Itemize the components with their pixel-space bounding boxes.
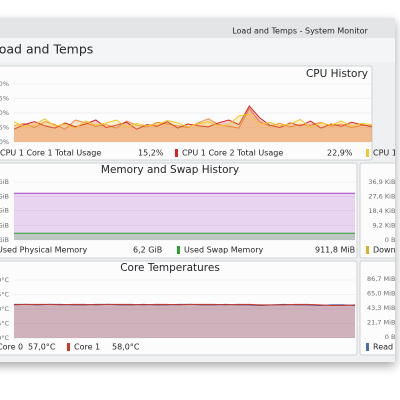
legend-label: Used Physical Memory — [0, 246, 87, 255]
legend-swatch — [366, 149, 369, 157]
series-line — [13, 303, 356, 306]
series-area — [14, 193, 355, 240]
legend-value: 6,2 GiB — [133, 246, 162, 255]
y-tick-label: 0% — [0, 138, 9, 146]
y-tick-label: 86,7 MiB/s — [367, 275, 400, 283]
legend-swatch — [175, 149, 178, 157]
y-tick-label: 50°C — [0, 305, 9, 313]
legend-value: 22,9% — [327, 149, 353, 158]
legend-label: CPU 1 Core 3 Total Usage — [373, 149, 400, 158]
y-tick-label: 18,4 KiB/s — [368, 207, 400, 215]
series-area — [14, 106, 372, 142]
y-tick-label: 7,7 GiB — [0, 178, 9, 186]
series-area — [14, 304, 355, 338]
legend-value: 58,0°C — [112, 343, 140, 352]
legend-value: 57,0°C — [28, 343, 56, 352]
legend-label: CPU 1 Core 2 Total Usage — [182, 149, 283, 158]
panel-title: Core Temperatures — [120, 262, 220, 274]
y-tick-label: 0 B/s — [385, 333, 400, 341]
series-area — [14, 108, 372, 142]
y-tick-label: 50% — [0, 109, 9, 117]
y-tick-label: 36,9 KiB/s — [368, 178, 400, 186]
y-tick-label: 100°C — [0, 276, 9, 284]
y-tick-label: 21,7 MiB/s — [367, 318, 400, 326]
y-tick-label: 9,2 KiB/s — [372, 222, 400, 230]
legend-value: 911,8 MiB — [315, 246, 355, 255]
legend-swatch — [366, 246, 369, 254]
legend-label: Download Rate — [373, 246, 400, 255]
y-tick-label: 27,6 KiB/s — [368, 193, 400, 201]
window-title: Load and Temps - System Monitor — [232, 27, 368, 36]
y-tick-label: 5,8 GiB — [0, 192, 9, 200]
series-area — [14, 233, 355, 240]
y-tick-label: 25°C — [0, 320, 9, 328]
panel-title: CPU History — [306, 68, 368, 80]
y-tick-label: 0 GiB — [0, 236, 9, 244]
y-tick-label: 43,3 MiB/s — [367, 304, 400, 312]
y-tick-label: 75% — [0, 95, 9, 103]
y-tick-label: 25% — [0, 124, 9, 132]
y-tick-label: 0 B/s — [385, 236, 400, 244]
series-area — [14, 304, 355, 338]
series-line — [13, 113, 373, 129]
window-content: Load and Temps - System Monitor Load and… — [0, 18, 400, 356]
panel-title: Memory and Swap History — [101, 164, 239, 176]
legend-swatch — [177, 246, 180, 254]
page-header — [0, 38, 395, 62]
y-tick-label: 3,9 GiB — [0, 207, 9, 215]
panel — [359, 162, 395, 259]
legend-label: Core 1 — [74, 343, 100, 352]
y-tick-label: 0°C — [0, 334, 9, 342]
legend-swatch — [67, 343, 70, 351]
series-line — [13, 105, 373, 130]
panel — [359, 260, 395, 356]
legend-label: Read Rate — [373, 343, 400, 352]
legend-label: Core 0 — [0, 343, 23, 352]
y-tick-label: 75°C — [0, 291, 9, 299]
series-area — [14, 114, 372, 142]
y-tick-label: 100% — [0, 80, 9, 88]
y-tick-label: 1,9 GiB — [0, 222, 9, 230]
y-tick-label: 65,0 MiB/s — [367, 290, 400, 298]
legend-label: CPU 1 Core 1 Total Usage — [0, 149, 101, 158]
legend-label: Used Swap Memory — [184, 246, 264, 255]
panel — [0, 260, 358, 356]
page-title: Load and Temps — [0, 42, 93, 57]
legend-swatch — [366, 343, 369, 351]
legend-value: 15,2% — [138, 149, 164, 158]
